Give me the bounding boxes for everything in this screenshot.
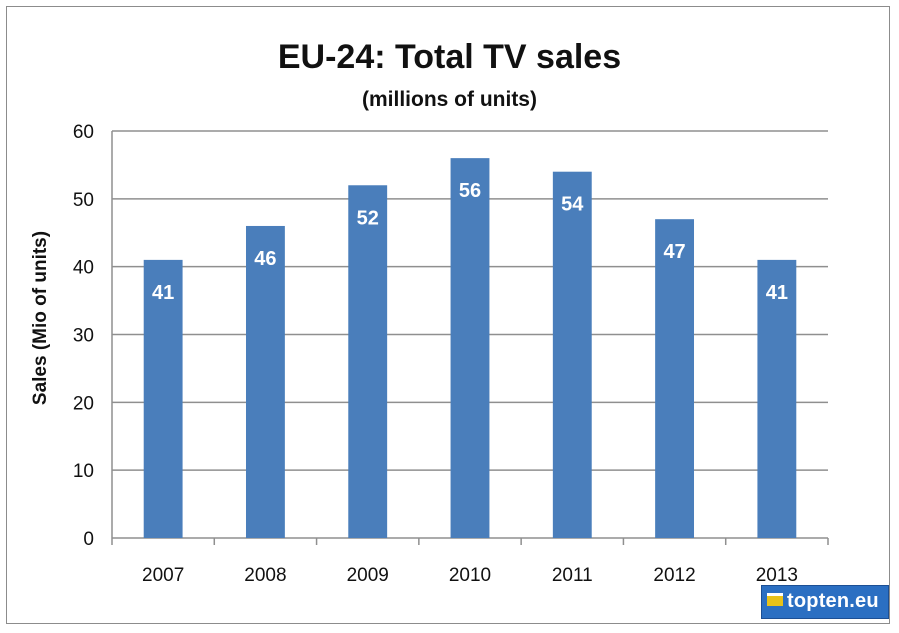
chart-subtitle: (millions of units) <box>362 88 537 111</box>
bar-2012 <box>655 219 695 538</box>
data-label: 56 <box>459 180 481 202</box>
data-label: 46 <box>254 248 276 270</box>
x-tick-label: 2009 <box>347 565 389 586</box>
x-tick-label: 2013 <box>756 565 798 586</box>
x-tick-label: 2011 <box>552 565 593 586</box>
x-tick-label: 2012 <box>653 565 695 586</box>
chart-title: EU-24: Total TV sales <box>277 38 622 76</box>
logo-mark-icon <box>767 593 783 606</box>
bar-2007 <box>143 259 183 538</box>
y-tick-label: 50 <box>73 190 94 211</box>
y-tick-label: 0 <box>83 529 94 550</box>
data-label: 54 <box>561 194 584 216</box>
bar-2009 <box>348 185 388 538</box>
y-tick-label: 20 <box>73 393 94 414</box>
y-tick-label: 10 <box>73 461 94 482</box>
bar-2010 <box>450 158 490 538</box>
bar-2008 <box>245 225 285 538</box>
x-tick-label: 2007 <box>142 565 184 586</box>
y-tick-label: 60 <box>73 122 94 143</box>
logo-text: topten.eu <box>787 590 879 612</box>
bar-2011 <box>552 171 592 538</box>
x-tick-label: 2010 <box>449 565 491 586</box>
y-tick-label: 40 <box>73 258 94 279</box>
data-label: 47 <box>663 241 685 263</box>
data-label: 41 <box>766 282 788 304</box>
y-tick-label: 30 <box>73 326 94 347</box>
x-tick-label: 2008 <box>244 565 286 586</box>
bar-2013 <box>757 259 797 538</box>
data-label: 41 <box>152 282 174 304</box>
topten-logo: topten.eu <box>761 585 889 619</box>
data-label: 52 <box>357 207 379 229</box>
